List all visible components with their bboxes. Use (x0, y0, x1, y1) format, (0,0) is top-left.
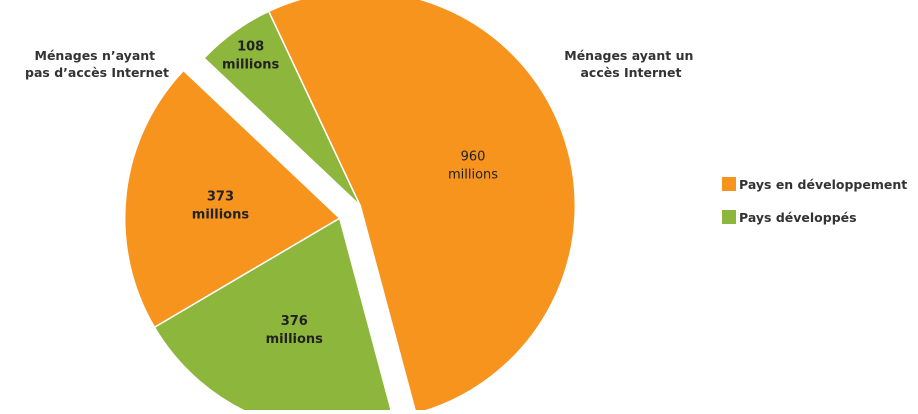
group-label-no-access: Ménages n’ayant pas d’accès Internet (25, 48, 169, 80)
pie-slice-0-1 (267, 0, 577, 414)
pie-slices (124, 0, 577, 414)
group-labels: Ménages n’ayant pas d’accès Internet Mén… (25, 48, 698, 80)
slice-label-1-1-line-1: millions (192, 208, 250, 223)
slice-label-0-1: 960 millions (448, 150, 498, 183)
legend-swatch-developed (722, 210, 736, 224)
slice-label-1-1: 373 millions (192, 190, 250, 223)
slice-labels: 108 millions 960 millions 376 millions 373 mill… (192, 39, 498, 347)
slice-label-0-1-line-1: millions (448, 168, 498, 183)
legend-label-developed: Pays développés (739, 210, 857, 225)
group-label-no-access-line-1: Ménages n’ayant (35, 48, 156, 63)
group-label-no-access-line-2: pas d’accès Internet (25, 65, 169, 80)
group-label-access-line-1: Ménages ayant un (564, 48, 693, 63)
group-label-access-line-2: accès Internet (580, 65, 681, 80)
legend: Pays en développement Pays développés (722, 177, 907, 225)
pie-slice-1-0 (153, 216, 393, 414)
pie-slice-1-1 (124, 69, 341, 329)
slice-label-0-0-line-0: 108 (237, 39, 264, 54)
slice-label-1-0-line-0: 376 (281, 314, 308, 329)
legend-label-developing: Pays en développement (739, 177, 907, 192)
slice-label-1-0: 376 millions (266, 314, 324, 347)
slice-label-0-0: 108 millions (222, 39, 280, 72)
slice-label-1-1-line-0: 373 (207, 190, 234, 205)
group-label-access: Ménages ayant un accès Internet (564, 48, 698, 80)
slice-label-0-1-line-0: 960 (461, 150, 486, 165)
slice-label-0-0-line-1: millions (222, 57, 280, 72)
legend-swatch-developing (722, 177, 736, 191)
slice-label-1-0-line-1: millions (266, 332, 324, 347)
